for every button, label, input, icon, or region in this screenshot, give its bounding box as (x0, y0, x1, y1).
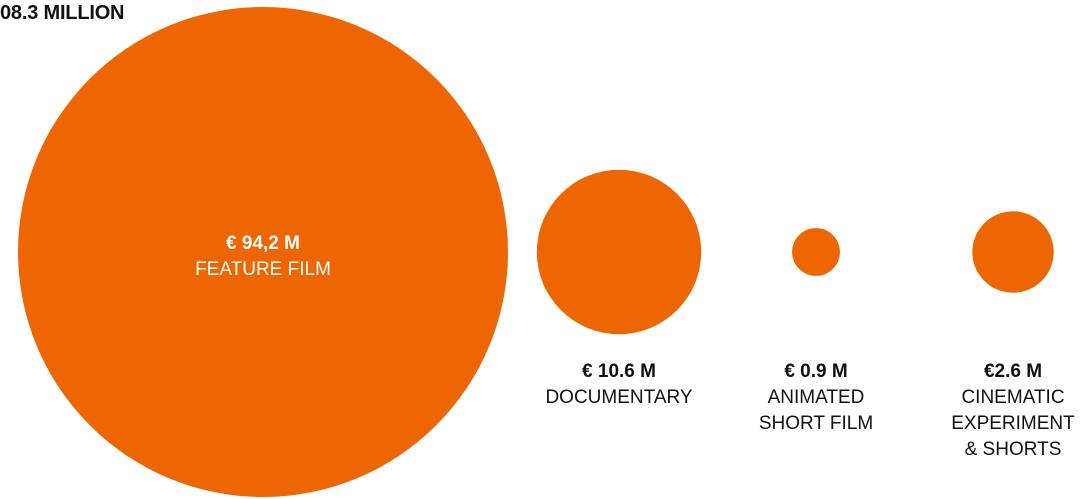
bubble-feature-film (18, 7, 508, 497)
category-label-cinematic-experiment-shorts-line-1: CINEMATIC (961, 387, 1064, 408)
value-label-feature-film: € 94,2 M (226, 233, 300, 254)
category-label-documentary-line-1: DOCUMENTARY (545, 387, 692, 408)
value-label-cinematic-experiment-shorts: €2.6 M (984, 361, 1042, 382)
value-label-documentary: € 10.6 M (582, 361, 656, 382)
bubble-documentary (536, 169, 702, 335)
category-label-animated-short-film-line-2: SHORT FILM (759, 413, 873, 434)
bubble-cinematic-experiment-shorts (972, 211, 1054, 293)
category-label-cinematic-experiment-shorts-line-3: & SHORTS (965, 439, 1062, 460)
category-label-animated-short-film-line-1: ANIMATED (768, 387, 865, 408)
value-label-animated-short-film: € 0.9 M (784, 361, 847, 382)
bubble-animated-short-film (792, 228, 840, 276)
chart-title: 08.3 MILLION (0, 2, 125, 24)
category-label-cinematic-experiment-shorts-line-2: EXPERIMENT (951, 413, 1075, 434)
category-label-feature-film-line-1: FEATURE FILM (195, 259, 331, 280)
